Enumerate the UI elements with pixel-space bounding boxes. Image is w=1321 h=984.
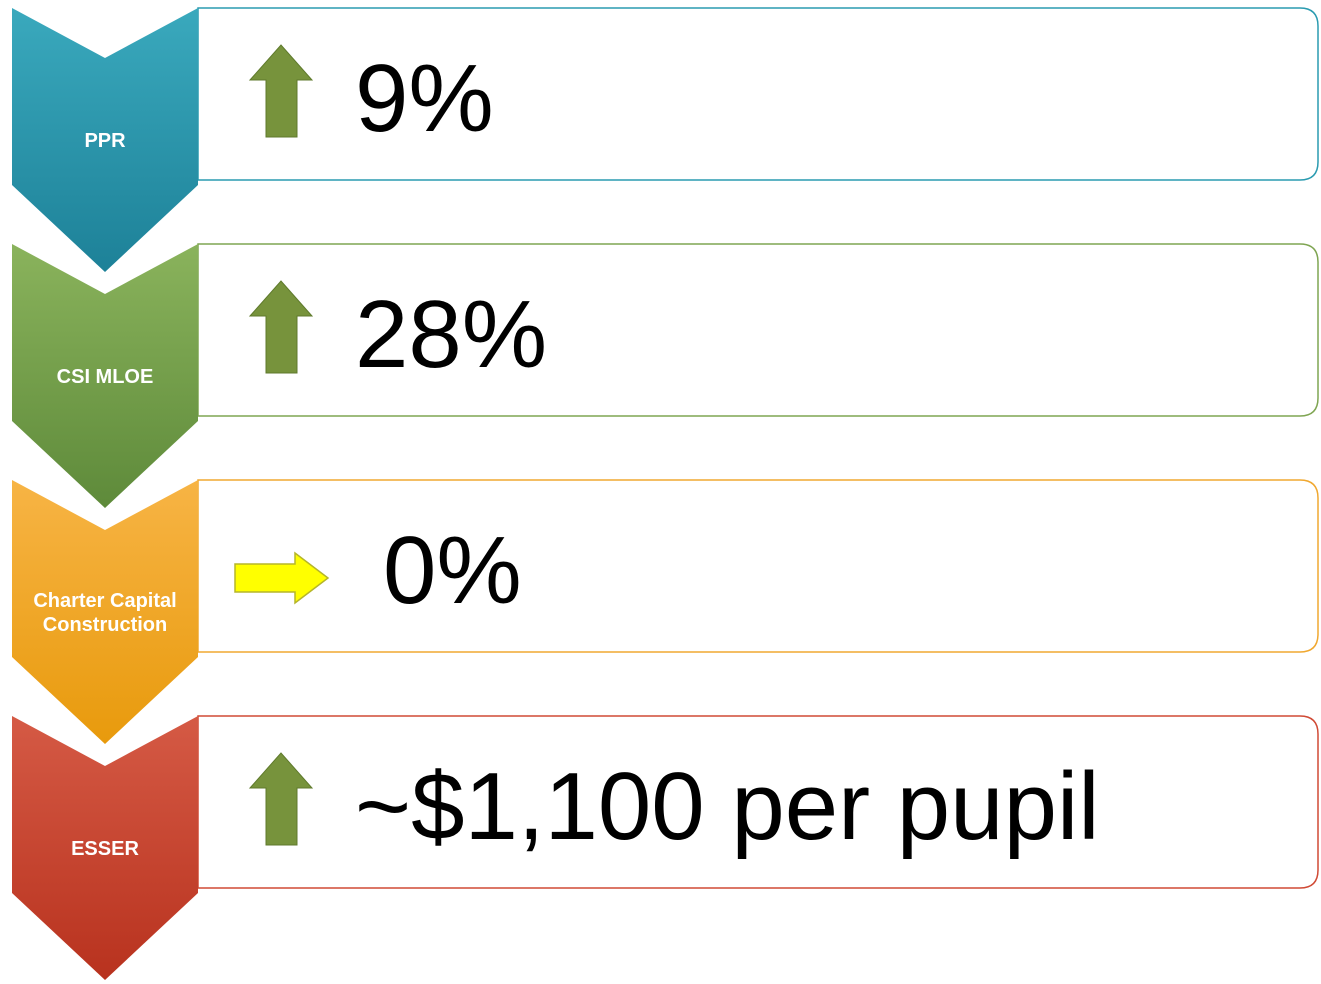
chevron [12, 8, 198, 272]
step: PPR 9% [12, 7, 1319, 272]
step-value: ~$1,100 per pupil [355, 753, 1100, 860]
chevron [12, 480, 198, 744]
step-box [197, 715, 1319, 889]
step-box [197, 7, 1319, 181]
step-label: PPR [84, 130, 126, 152]
up-arrow-icon [248, 280, 314, 374]
step-box [197, 243, 1319, 417]
step-label: Construction [43, 614, 167, 636]
step: ESSER ~$1,100 per pupil [12, 715, 1319, 980]
chevron [12, 716, 198, 980]
step-value: 0% [383, 517, 522, 624]
step: CSI MLOE 28% [12, 243, 1319, 508]
step-value: 9% [355, 45, 494, 152]
step-label: ESSER [71, 838, 139, 860]
step-label: CSI MLOE [57, 366, 154, 388]
up-arrow-icon [248, 752, 314, 846]
chevron [12, 244, 198, 508]
step-box [197, 479, 1319, 653]
right-arrow-icon [234, 551, 330, 605]
up-arrow-icon [248, 44, 314, 138]
step-value: 28% [355, 281, 547, 388]
step-label: Charter Capital [33, 590, 176, 612]
